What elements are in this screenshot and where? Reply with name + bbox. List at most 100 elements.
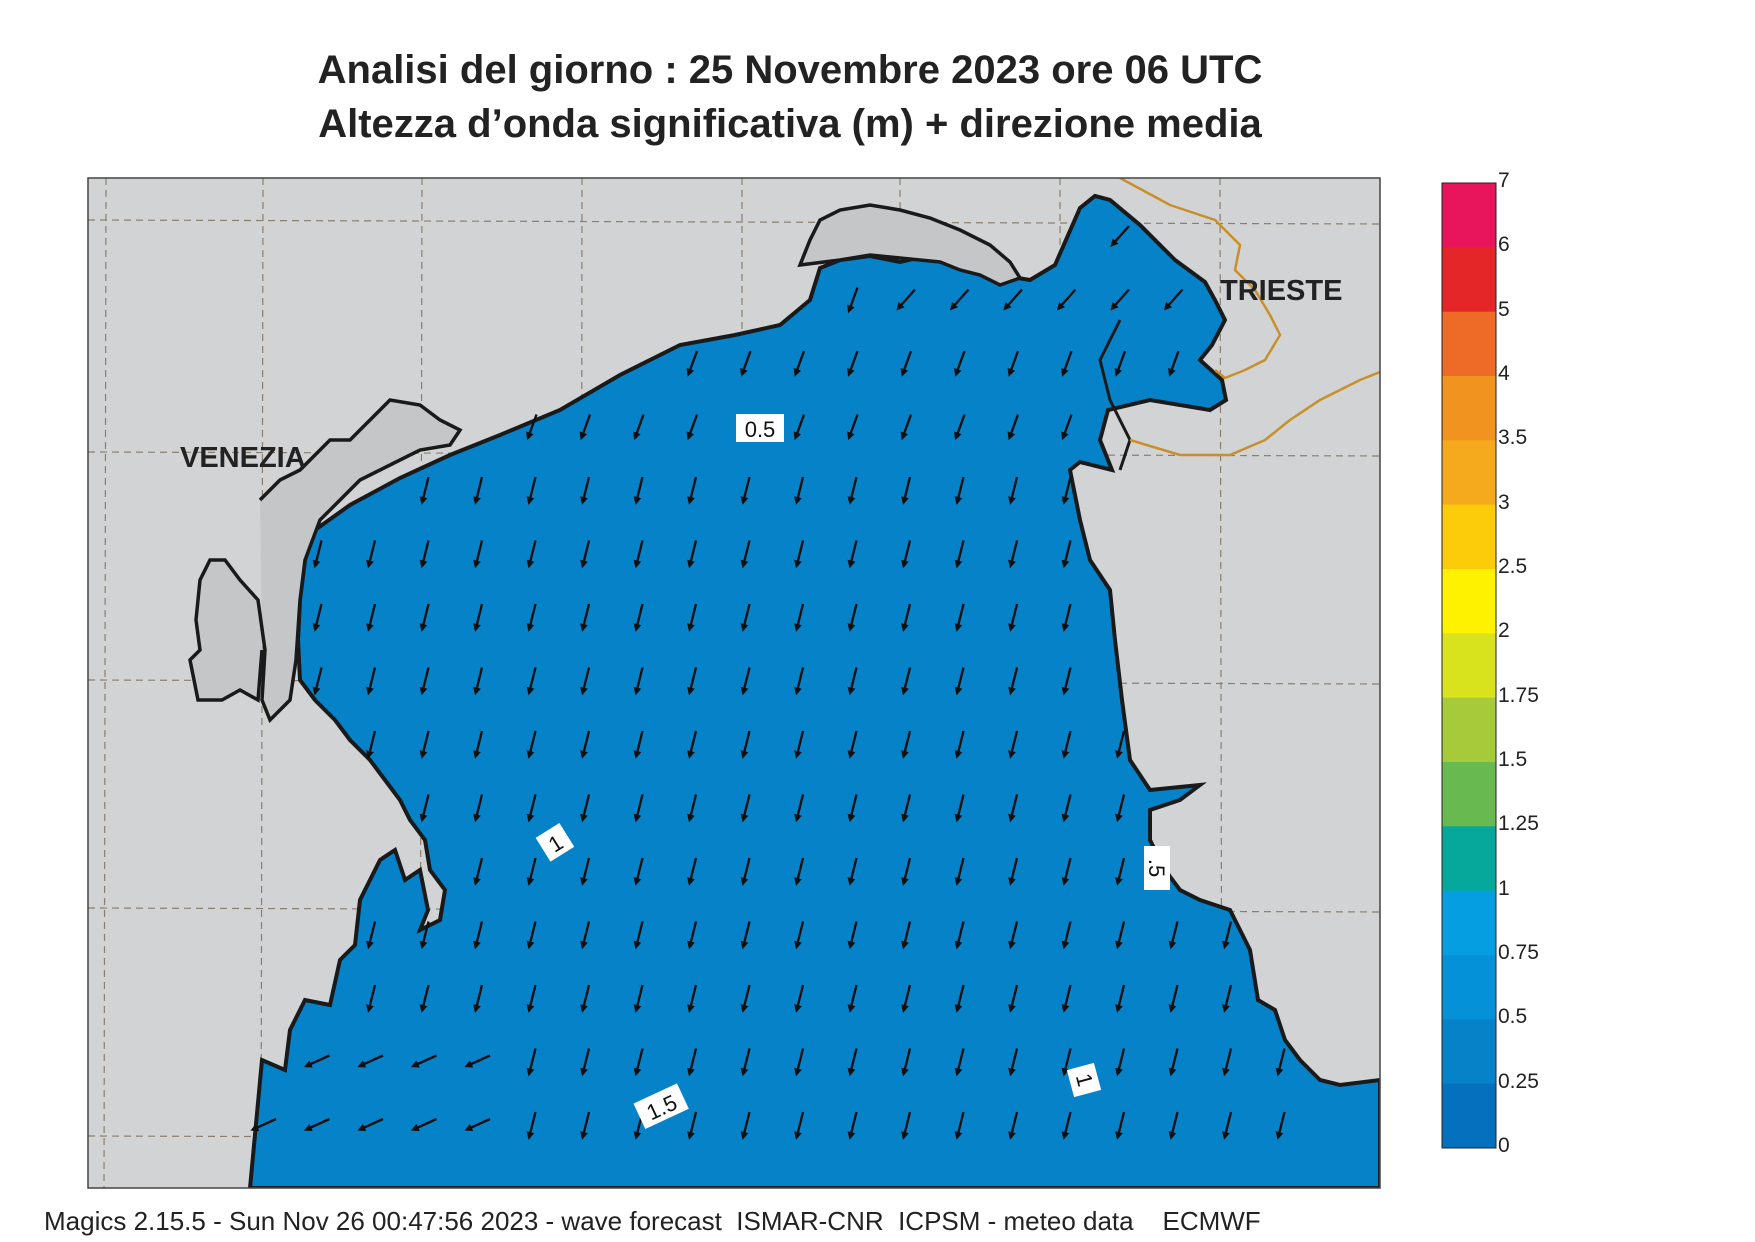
state-border	[1119, 178, 1380, 457]
map-subtitle: Altezza d’onda significativa (m) + direz…	[318, 102, 1262, 146]
colorbar-swatch	[1442, 1083, 1496, 1149]
wave-arrow	[419, 984, 430, 1013]
wave-arrow	[1222, 921, 1233, 950]
wave-arrow	[1007, 350, 1020, 377]
colorbar-swatch	[1442, 183, 1496, 248]
colorbar	[1441, 182, 1497, 1149]
wave-arrow	[1061, 1048, 1072, 1077]
wave-arrow	[366, 730, 377, 759]
colorbar-swatch	[1442, 633, 1496, 699]
wave-arrow	[1008, 476, 1019, 505]
wave-arrow	[954, 540, 965, 569]
wave-arrow	[473, 984, 484, 1013]
wave-arrow	[847, 667, 858, 696]
wave-arrow	[1061, 984, 1072, 1013]
colorbar-swatch	[1442, 247, 1496, 313]
wave-arrow	[687, 794, 698, 823]
wave-arrow	[526, 667, 537, 696]
colorbar-tick-label: 0.75	[1498, 941, 1539, 964]
wave-arrow	[312, 667, 323, 696]
wave-arrow	[847, 476, 858, 505]
wave-arrow	[794, 794, 805, 823]
wave-arrow	[687, 730, 698, 759]
contour-label-0.5-east: .5	[1144, 859, 1169, 877]
colorbar-tick-label: 7	[1498, 169, 1510, 192]
wave-arrow	[687, 476, 698, 505]
wave-arrow	[1061, 540, 1072, 569]
contour-label-box	[1144, 846, 1170, 890]
wave-arrow	[526, 921, 537, 950]
wave-arrow	[633, 730, 644, 759]
wave-arrow	[847, 1048, 858, 1077]
wave-arrow	[793, 350, 806, 377]
wave-arrow	[1115, 857, 1126, 886]
wave-arrow	[1008, 984, 1019, 1013]
wave-arrow	[1222, 1048, 1233, 1077]
wave-arrow	[303, 1117, 330, 1131]
wave-arrow	[793, 414, 806, 441]
footer-credits: Magics 2.15.5 - Sun Nov 26 00:47:56 2023…	[44, 1206, 1261, 1236]
wave-arrow	[1115, 1048, 1126, 1077]
colorbar-tick-label: 1	[1498, 876, 1510, 900]
wave-arrow	[954, 921, 965, 950]
wave-arrow	[580, 794, 591, 823]
wave-arrow	[794, 667, 805, 696]
contour-label-box	[633, 1083, 689, 1130]
wave-arrow	[901, 984, 912, 1013]
wave-arrow	[794, 1111, 805, 1140]
colorbar-swatch	[1442, 311, 1496, 377]
wave-arrow	[1222, 984, 1233, 1013]
wave-arrow	[366, 603, 377, 632]
wave-arrow	[1061, 1111, 1072, 1140]
wave-arrow	[580, 603, 591, 632]
wave-arrow	[419, 476, 430, 505]
wave-arrow	[901, 540, 912, 569]
wave-arrow	[633, 921, 644, 950]
colorbar-swatch	[1442, 955, 1496, 1020]
wave-arrow	[366, 540, 377, 569]
wave-arrow	[687, 540, 698, 569]
wave-arrow	[1008, 921, 1019, 950]
wave-arrow	[473, 921, 484, 950]
wave-arrow	[580, 857, 591, 886]
wave-arrow	[1115, 921, 1126, 950]
wave-arrow	[1168, 984, 1179, 1013]
wave-arrow	[901, 794, 912, 823]
wave-arrow	[900, 350, 913, 377]
wave-arrow	[1110, 225, 1130, 247]
wave-arrow	[1168, 921, 1179, 950]
wave-arrow	[740, 1048, 751, 1077]
wave-arrow	[579, 414, 592, 441]
wave-arrow	[473, 794, 484, 823]
colorbar-tick-label: 5	[1498, 297, 1510, 321]
wave-arrow	[633, 414, 645, 441]
wave-arrow	[1275, 1111, 1286, 1140]
wave-arrow	[419, 921, 430, 950]
wave-arrow	[740, 350, 752, 377]
wave-arrow	[901, 921, 912, 950]
colorbar-tick-label: 1.75	[1498, 683, 1539, 707]
colorbar-swatch	[1442, 376, 1496, 441]
wave-arrow	[1061, 476, 1072, 505]
wave-arrow	[901, 476, 912, 505]
wave-arrow	[794, 476, 805, 505]
wave-arrow	[1061, 667, 1072, 696]
wave-arrow	[312, 603, 323, 632]
wave-arrow	[847, 730, 858, 759]
wave-arrow	[1061, 730, 1072, 759]
wave-arrow	[1168, 1048, 1179, 1077]
wave-arrow	[847, 350, 859, 377]
wave-arrow	[357, 1054, 384, 1068]
wave-arrow	[847, 540, 858, 569]
colorbar-swatch	[1442, 697, 1496, 763]
venice-lagoon	[188, 398, 463, 724]
wave-arrow	[687, 857, 698, 886]
wave-arrow	[740, 667, 751, 696]
wave-arrow	[473, 540, 484, 569]
wave-arrow	[794, 540, 805, 569]
contour-label-0.5: 0.5	[745, 417, 776, 442]
colorbar-tick-label: 2	[1498, 619, 1510, 643]
wave-arrow	[633, 984, 644, 1013]
colorbar-tick-label: 0.5	[1498, 1005, 1528, 1029]
